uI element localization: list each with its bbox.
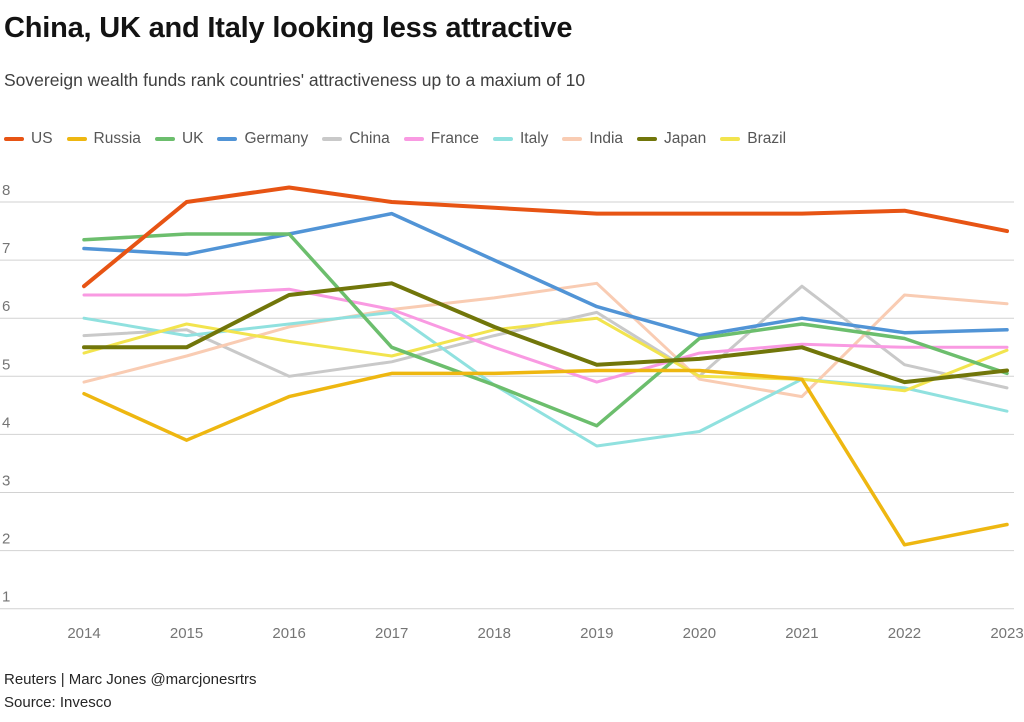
chart-subtitle: Sovereign wealth funds rank countries' a… (4, 70, 586, 90)
series-line-russia (82, 368, 1009, 547)
legend-swatch-germany (217, 137, 238, 141)
y-tick-label: 1 (2, 589, 10, 606)
legend-swatch-china (322, 137, 343, 141)
y-tick-label: 3 (2, 473, 10, 490)
y-tick-label: 2 (2, 531, 10, 548)
legend-item-china: China (322, 130, 390, 148)
credit-line: Reuters | Marc Jones @marcjonesrtrs (4, 671, 257, 688)
x-tick-label: 2017 (375, 625, 408, 642)
series-line-france (82, 287, 1009, 384)
source-line: Source: Invesco (4, 694, 112, 711)
legend-swatch-brazil (720, 137, 741, 141)
legend-item-germany: Germany (217, 130, 308, 148)
y-tick-label: 5 (2, 356, 10, 373)
series-line-germany (82, 211, 1009, 338)
legend-item-italy: Italy (492, 130, 549, 148)
y-tick-label: 6 (2, 298, 10, 315)
legend-item-japan: Japan (637, 130, 706, 148)
legend-item-brazil: Brazil (720, 130, 786, 148)
x-tick-label: 2019 (580, 625, 613, 642)
series-line-brazil (82, 316, 1009, 393)
legend-label: UK (181, 130, 204, 147)
legend-item-us: US (4, 130, 53, 148)
series-line-us (82, 185, 1009, 289)
chart-title: China, UK and Italy looking less attract… (4, 12, 573, 44)
legend-item-france: France (403, 130, 479, 148)
legend-label: US (31, 130, 53, 147)
y-tick-label: 8 (2, 182, 10, 199)
legend-swatch-russia (66, 137, 87, 141)
legend-item-uk: UK (154, 130, 204, 148)
legend-swatch-us (4, 137, 24, 141)
x-tick-label: 2021 (785, 625, 818, 642)
x-tick-label: 2023 (990, 625, 1023, 642)
legend-label: Brazil (747, 130, 787, 147)
x-tick-label: 2016 (272, 625, 305, 642)
x-tick-label: 2015 (170, 625, 203, 642)
legend-label: India (589, 130, 624, 147)
y-tick-label: 4 (2, 414, 10, 431)
legend-swatch-india (562, 137, 583, 141)
x-tick-label: 2020 (683, 625, 716, 642)
footer: Reuters | Marc Jones @marcjonesrtrs Sour… (4, 668, 257, 714)
series-line-japan (82, 281, 1009, 385)
legend-label: Italy (519, 130, 549, 147)
series-line-india (82, 281, 1009, 399)
legend-label: China (349, 130, 390, 147)
legend-swatch-uk (154, 137, 175, 141)
legend-label: Germany (244, 130, 309, 147)
legend-item-russia: Russia (66, 130, 141, 148)
legend-item-india: India (562, 130, 623, 148)
legend-label: Russia (93, 130, 141, 147)
legend-swatch-japan (637, 137, 658, 141)
legend-label: France (430, 130, 479, 147)
legend-swatch-italy (492, 137, 513, 141)
legend: US Russia UK Germany China France Italy India Ja… (4, 130, 786, 148)
series-line-uk (82, 232, 1009, 428)
legend-label: Japan (664, 130, 707, 147)
x-tick-label: 2018 (478, 625, 511, 642)
x-tick-label: 2014 (67, 625, 100, 642)
legend-swatch-france (403, 137, 424, 141)
y-tick-label: 7 (2, 240, 10, 257)
x-tick-label: 2022 (888, 625, 921, 642)
